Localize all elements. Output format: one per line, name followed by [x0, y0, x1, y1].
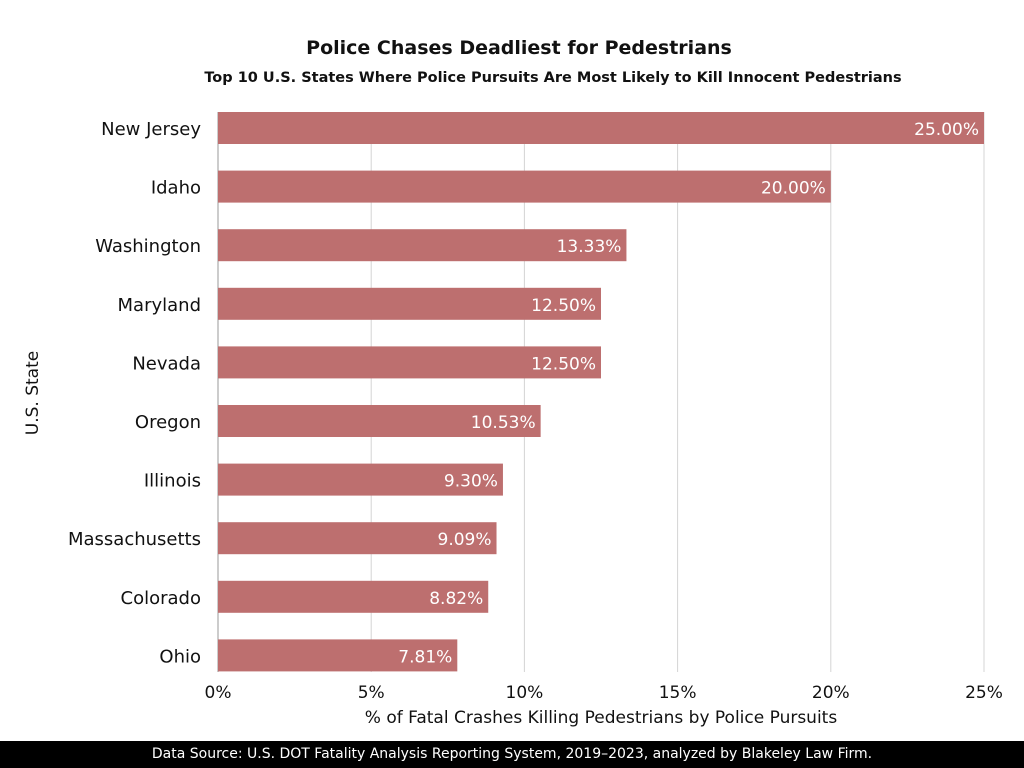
bar-maryland — [218, 287, 601, 320]
y-tick-label: Massachusetts — [68, 529, 201, 550]
y-tick-label: Idaho — [151, 178, 201, 199]
bar-colorado — [218, 580, 489, 613]
x-axis-label: % of Fatal Crashes Killing Pedestrians b… — [365, 708, 838, 728]
bar-illinois — [218, 463, 503, 496]
bar-ohio — [218, 639, 458, 672]
y-tick-label: Ohio — [159, 646, 201, 667]
chart-subtitle: Top 10 U.S. States Where Police Pursuits… — [204, 70, 901, 86]
y-tick-label: Nevada — [132, 353, 201, 374]
data-label: 9.30% — [444, 472, 498, 492]
x-tick-label: 25% — [965, 683, 1003, 703]
bar-washington — [218, 229, 627, 262]
bar-oregon — [218, 405, 541, 437]
chart-title: Police Chases Deadliest for Pedestrians — [306, 37, 732, 59]
data-source-footer: Data Source: U.S. DOT Fatality Analysis … — [0, 741, 1024, 768]
data-label: 9.09% — [438, 530, 492, 550]
data-label: 12.50% — [531, 354, 596, 374]
data-label: 12.50% — [531, 296, 596, 316]
data-label: 20.00% — [761, 179, 826, 199]
data-label: 8.82% — [429, 589, 483, 609]
y-tick-label: Illinois — [144, 471, 201, 492]
x-tick-label: 5% — [358, 683, 385, 703]
y-tick-label: Maryland — [118, 295, 201, 316]
bar-nevada — [218, 346, 601, 379]
y-tick-label: Colorado — [121, 588, 201, 609]
y-tick-label: New Jersey — [101, 119, 201, 140]
y-tick-label: Oregon — [135, 412, 201, 433]
x-tick-label: 20% — [812, 683, 850, 703]
y-axis-label: U.S. State — [23, 351, 43, 435]
x-tick-label: 10% — [506, 683, 544, 703]
bar-idaho — [218, 170, 831, 203]
y-tick-label: Washington — [95, 236, 201, 257]
x-tick-label: 0% — [205, 683, 232, 703]
x-tick-label: 15% — [659, 683, 697, 703]
bar-massachusetts — [218, 522, 497, 555]
data-label: 7.81% — [398, 647, 452, 667]
bar-chart: Police Chases Deadliest for Pedestrians … — [23, 37, 1003, 728]
data-label: 10.53% — [471, 413, 536, 433]
bar-new-jersey — [218, 112, 984, 144]
data-label: 13.33% — [557, 237, 622, 257]
data-label: 25.00% — [914, 120, 979, 140]
